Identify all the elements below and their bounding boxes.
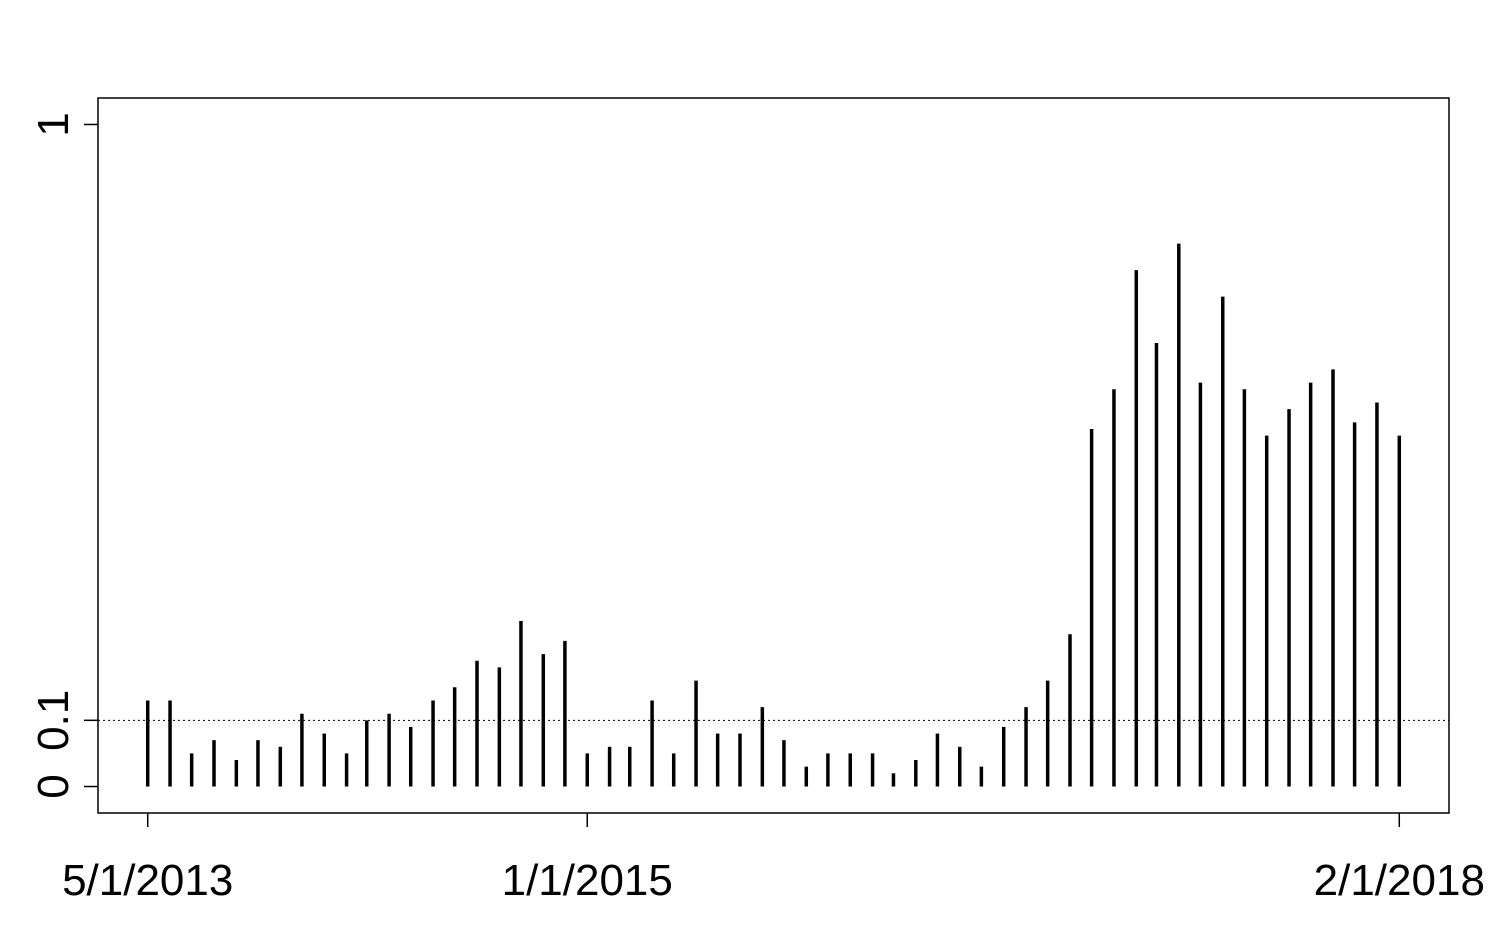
x-tick-label: 1/1/2015 [502,856,673,905]
plot-frame [97,97,1450,814]
y-tick-label: 1 [29,112,78,136]
y-tick-label: 0.1 [29,690,78,751]
x-tick-label: 5/1/2013 [62,856,233,905]
y-tick-label: 0 [29,774,78,798]
x-tick-label: 2/1/2018 [1314,856,1485,905]
